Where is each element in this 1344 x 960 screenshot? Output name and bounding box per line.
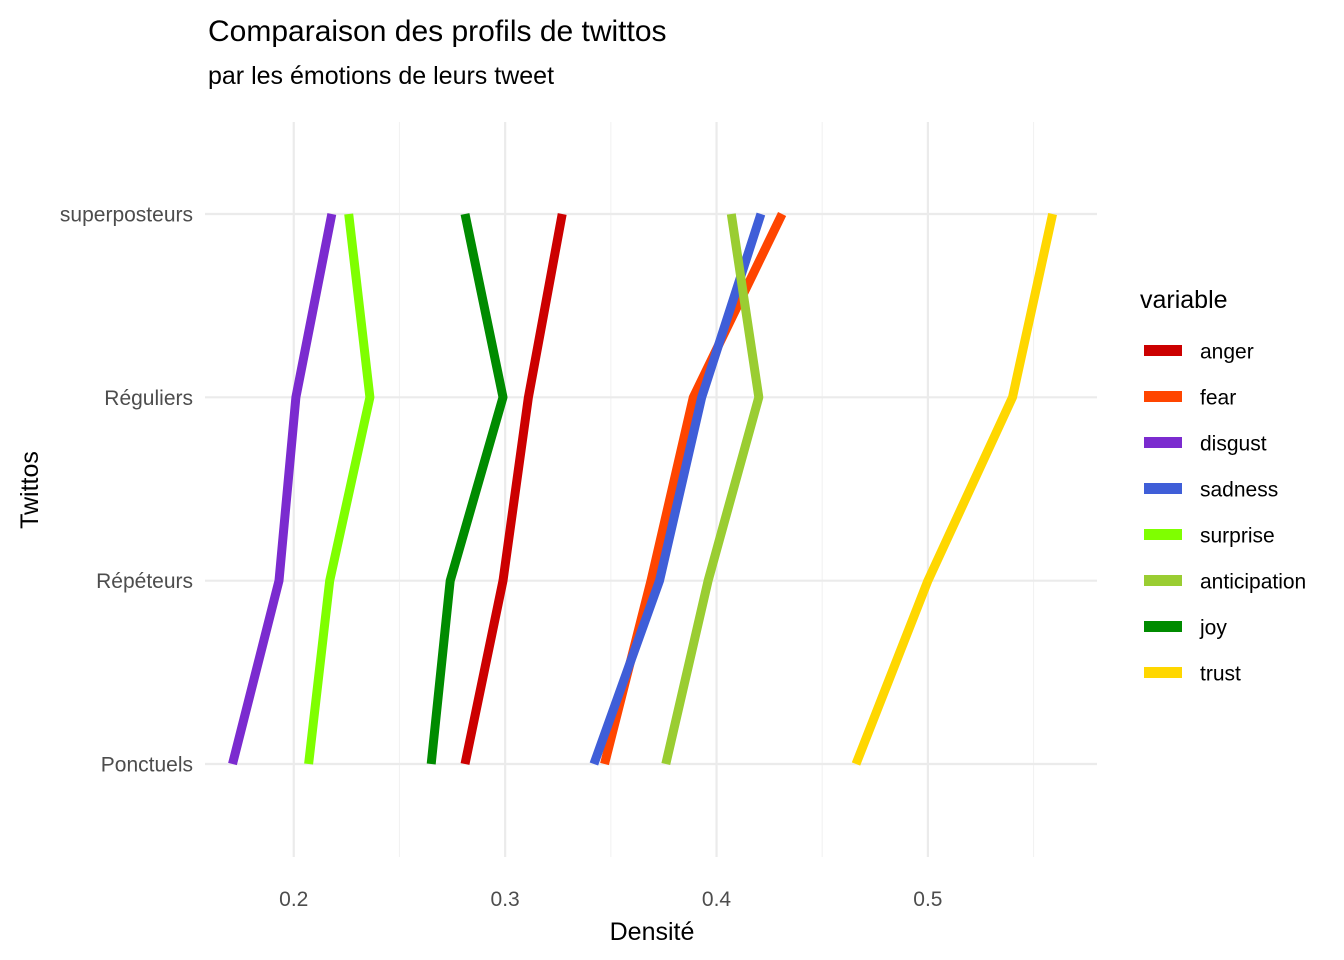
series-line-sadness xyxy=(589,212,766,766)
x-tick-label: 0.5 xyxy=(913,888,942,911)
minor-gridlines xyxy=(398,122,1035,857)
legend-key-surprise xyxy=(1144,529,1182,540)
legend-key-disgust xyxy=(1144,437,1182,448)
y-tick-label: superposteurs xyxy=(60,204,193,227)
series-line-trust xyxy=(851,213,1057,766)
x-tick-label: 0.2 xyxy=(279,888,308,911)
legend-items: anger fear disgust sadness surprise anticipat… xyxy=(1144,341,1306,686)
legend-label-anger: anger xyxy=(1200,341,1254,364)
y-tick-label: Réguliers xyxy=(104,387,193,410)
x-tick-label: 0.3 xyxy=(491,888,520,911)
chart-subtitle: par les émotions de leurs tweet xyxy=(208,62,554,90)
series-layer xyxy=(228,212,1057,766)
x-axis-title: Densité xyxy=(610,918,695,946)
series-line-anger xyxy=(460,213,567,765)
legend-label-joy: joy xyxy=(1199,617,1227,640)
legend-label-surprise: surprise xyxy=(1200,525,1275,548)
series-line-joy xyxy=(426,213,508,765)
legend-label-disgust: disgust xyxy=(1200,433,1267,456)
legend-label-trust: trust xyxy=(1200,663,1241,686)
y-tick-label: Ponctuels xyxy=(101,754,193,777)
legend-key-sadness xyxy=(1144,483,1182,494)
series-line-disgust xyxy=(228,213,337,766)
y-axis-title: Twittos xyxy=(16,451,44,529)
chart-title: Comparaison des profils de twittos xyxy=(208,15,667,48)
series-line-anticipation xyxy=(661,213,764,766)
legend-key-fear xyxy=(1144,391,1182,402)
y-axis-tick-labels: Ponctuels Répéteurs Réguliers superposteurs xyxy=(60,204,193,777)
legend-title: variable xyxy=(1140,286,1228,314)
series-line-surprise xyxy=(304,213,375,765)
x-axis-tick-labels: 0.2 0.3 0.4 0.5 xyxy=(279,888,942,911)
y-tick-label: Répéteurs xyxy=(96,570,193,593)
legend-key-anticipation xyxy=(1144,575,1182,586)
legend-label-fear: fear xyxy=(1200,387,1236,410)
legend-key-trust xyxy=(1144,667,1182,678)
x-tick-label: 0.4 xyxy=(702,888,732,911)
plot-panel xyxy=(205,122,1097,857)
legend-label-sadness: sadness xyxy=(1200,479,1278,502)
legend-label-anticipation: anticipation xyxy=(1200,571,1306,594)
legend-key-anger xyxy=(1144,345,1182,356)
legend: variable anger fear disgust sadness surprise… xyxy=(1140,286,1306,686)
legend-key-joy xyxy=(1144,621,1182,632)
